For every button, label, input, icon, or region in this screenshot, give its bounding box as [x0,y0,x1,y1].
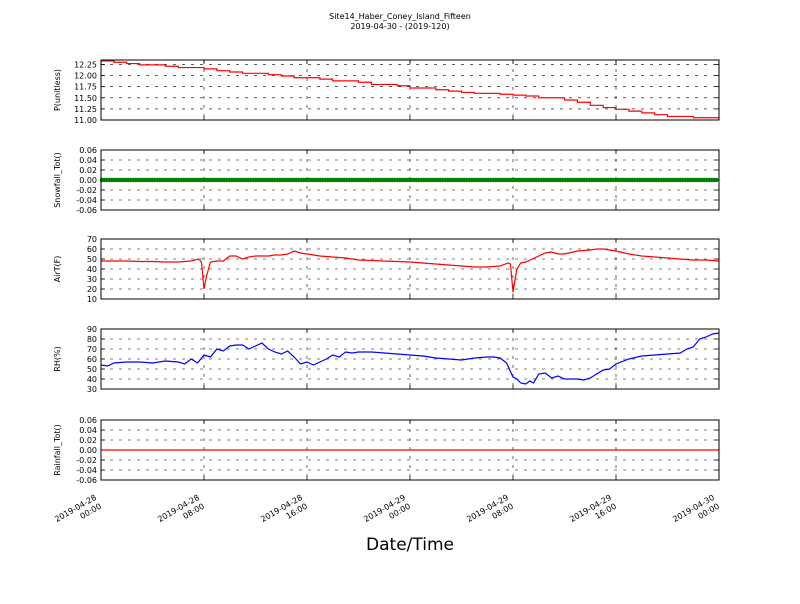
y-tick-label: 0.04 [79,156,97,165]
series-line [101,248,720,293]
x-tick-label: 2019-04-2800:00 [53,493,103,533]
y-tick-label: 12.00 [74,72,97,81]
y-tick-label: 40 [87,265,97,274]
y-tick-label: 40 [87,375,97,384]
y-axis-label: Rainfall_Tot() [53,424,62,476]
axes-frame [100,328,720,390]
y-tick-label: -0.04 [76,196,97,205]
y-tick-label: 0.02 [79,436,97,445]
axes-frame [100,149,720,211]
y-tick-label: 11.25 [74,105,97,114]
y-axis-label: AirT(F) [53,256,62,283]
x-axis-label: Date/Time [366,535,454,555]
x-tick-label: 2019-04-2908:00 [465,493,515,533]
series-line [101,60,720,119]
y-tick-label: 0.00 [79,176,97,185]
y-axis-label: RH(%) [53,346,62,371]
y-tick-label: 30 [87,275,97,284]
y-tick-label: -0.02 [76,456,97,465]
y-tick-label: 50 [87,365,97,374]
y-tick-label: 0.06 [79,146,97,155]
y-tick-label: -0.06 [76,206,97,215]
y-tick-label: 70 [87,345,97,354]
y-tick-label: -0.06 [76,476,97,485]
y-tick-label: 20 [87,285,97,294]
y-tick-label: -0.02 [76,186,97,195]
y-tick-label: 80 [87,335,97,344]
y-axis-label: P(unitless) [53,69,62,111]
chart-title: Site14_Haber_Coney_Island_Fifteen [329,12,471,21]
y-tick-label: 60 [87,355,97,364]
y-tick-label: 0.00 [79,446,97,455]
y-tick-label: -0.04 [76,466,97,475]
y-tick-label: 0.04 [79,426,97,435]
x-tick-label: 2019-04-2816:00 [259,493,309,533]
axes-frame [100,238,720,300]
x-tick-label: 2019-04-2808:00 [156,493,206,533]
y-tick-label: 60 [87,245,97,254]
y-tick-label: 12.25 [74,60,97,69]
chart-subtitle: 2019-04-30 - (2019-120) [350,22,449,31]
series-line [100,332,720,385]
x-tick-label: 2019-04-3000:00 [671,493,721,533]
y-axis-label: Snowfall_Tot() [53,152,62,208]
axes-frame [100,59,720,121]
y-tick-label: 11.50 [74,94,97,103]
y-tick-label: 11.00 [74,116,97,125]
y-tick-label: 30 [87,385,97,394]
y-tick-label: 90 [87,325,97,334]
y-tick-label: 50 [87,255,97,264]
y-tick-label: 70 [87,235,97,244]
y-tick-label: 11.75 [74,83,97,92]
x-tick-label: 2019-04-2916:00 [568,493,618,533]
y-tick-label: 10 [87,295,97,304]
y-tick-label: 0.06 [79,416,97,425]
x-tick-label: 2019-04-2900:00 [362,493,412,533]
axes-frame [100,419,720,481]
series-point [714,177,719,183]
y-tick-label: 0.02 [79,166,97,175]
